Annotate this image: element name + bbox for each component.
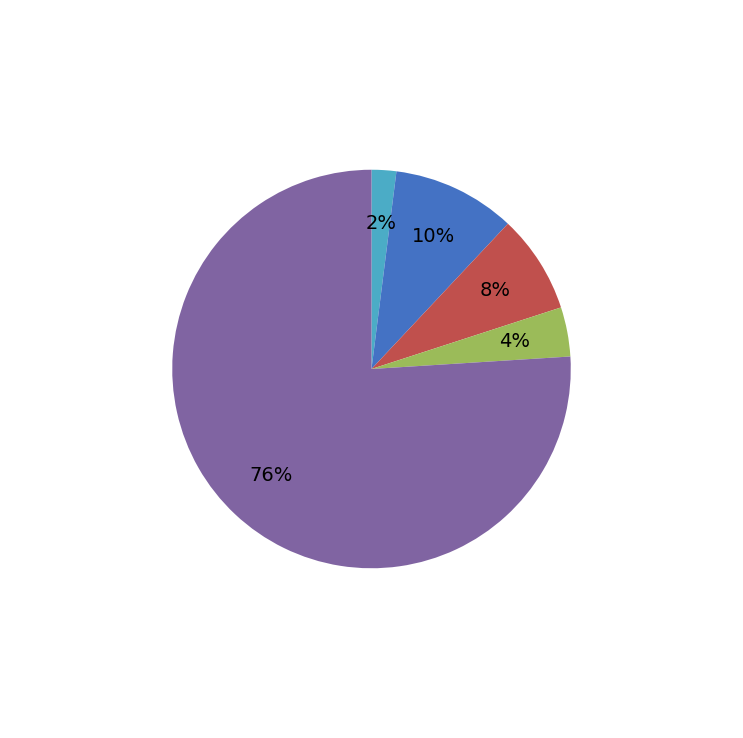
Text: 10%: 10% bbox=[412, 227, 455, 246]
Wedge shape bbox=[372, 171, 508, 369]
Text: 2%: 2% bbox=[365, 214, 396, 232]
Wedge shape bbox=[372, 308, 571, 369]
Text: 4%: 4% bbox=[499, 332, 531, 351]
Wedge shape bbox=[372, 170, 397, 369]
Text: 8%: 8% bbox=[479, 281, 510, 300]
Text: 76%: 76% bbox=[250, 466, 293, 485]
Wedge shape bbox=[172, 170, 571, 568]
Wedge shape bbox=[372, 224, 561, 369]
